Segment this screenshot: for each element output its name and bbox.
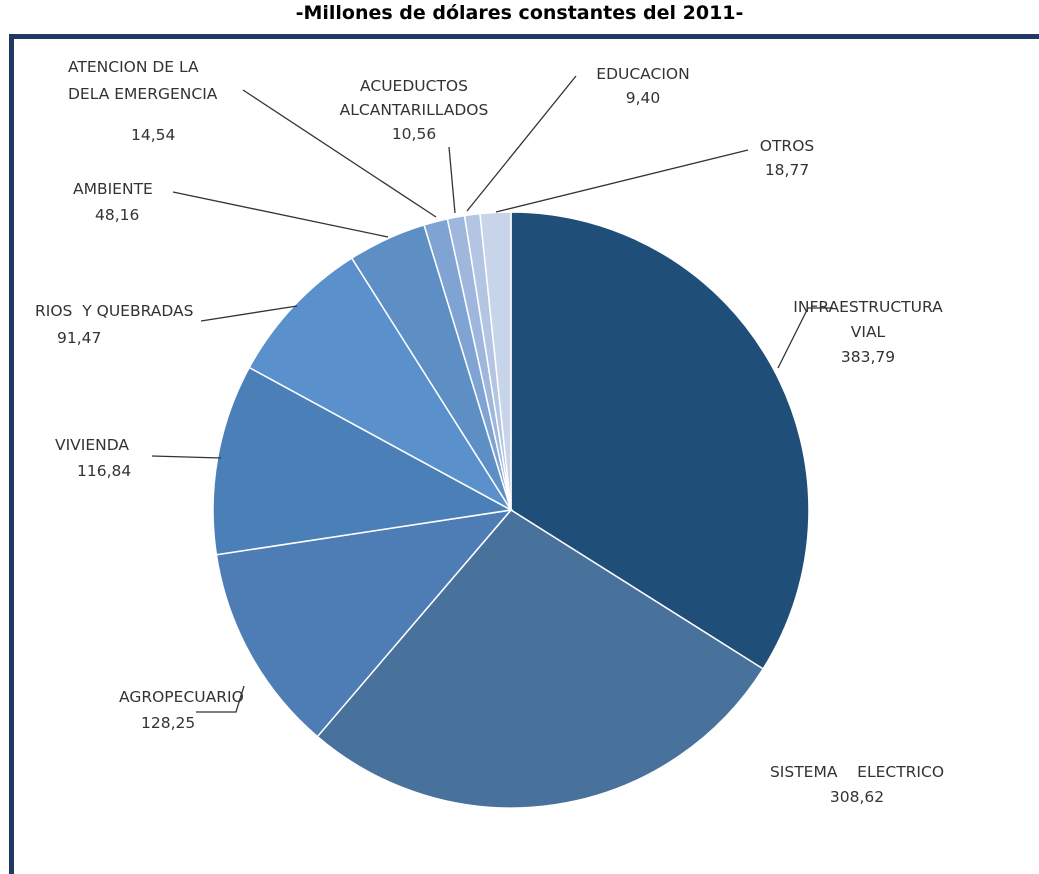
slice-label: AGROPECUARIO 128,25 <box>119 688 244 732</box>
slice-label: RIOS Y QUEBRADAS 91,47 <box>35 302 193 347</box>
slice-label: EDUCACION 9,40 <box>596 65 689 107</box>
chart-title: -Millones de dólares constantes del 2011… <box>295 2 744 24</box>
slice-label: VIVIENDA 116,84 <box>55 436 131 480</box>
leader-line <box>172 191 389 238</box>
slice-label: ATENCION DE LA DELA EMERGENCIA <box>68 58 218 103</box>
slice-label: AMBIENTE 48,16 <box>73 180 153 224</box>
slice-label: OTROS 18,77 <box>760 137 814 179</box>
pie-slice <box>479 211 512 511</box>
slice-label: INFRAESTRUCTURA VIAL 383,79 <box>793 298 943 366</box>
leader-line <box>466 75 577 212</box>
leader-line <box>777 307 833 369</box>
leader-line <box>151 455 222 459</box>
slice-label: ACUEDUCTOS ALCANTARILLADOS 10,56 <box>340 77 489 143</box>
pie-chart: INFRAESTRUCTURA VIAL 383,79 SISTEMA ELECTRI… <box>35 58 944 809</box>
pie-slice <box>510 211 810 670</box>
slice-label: SISTEMA ELECTRICO 308,62 <box>770 763 944 806</box>
leader-line <box>495 149 749 213</box>
leader-line <box>448 146 456 214</box>
leader-line <box>200 305 298 322</box>
pie-slice <box>215 508 513 738</box>
chart-frame <box>9 34 1039 874</box>
slice-value-label: 14,54 <box>131 126 175 144</box>
leader-line <box>242 89 437 218</box>
leader-line <box>196 685 245 713</box>
pie-slice <box>316 509 765 809</box>
